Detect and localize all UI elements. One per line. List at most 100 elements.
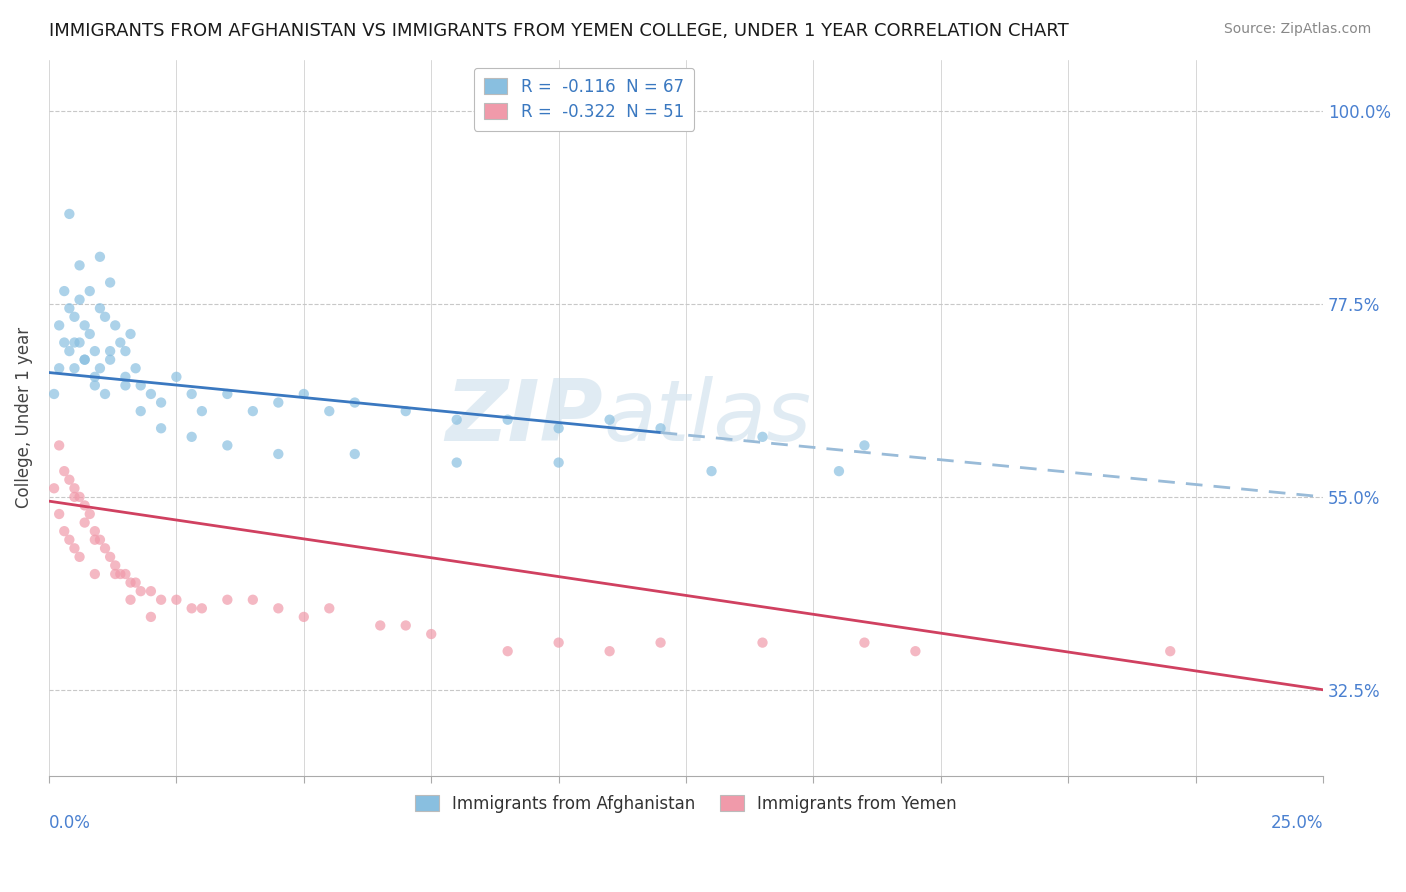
Point (42, 387, 65, 401)
Text: atlas: atlas (603, 376, 811, 459)
Point (292, 610, 315, 624)
Text: Source: ZipAtlas.com: Source: ZipAtlas.com (1223, 22, 1371, 37)
Point (114, 369, 136, 384)
Point (318, 601, 340, 615)
Point (83, 524, 105, 538)
Point (191, 404, 214, 418)
Point (58, 344, 80, 359)
Point (69, 549, 91, 564)
Point (58, 301, 80, 316)
Point (114, 378, 136, 392)
Point (89, 301, 111, 316)
Point (98, 549, 121, 564)
Point (599, 413, 621, 427)
Point (599, 644, 621, 658)
Point (420, 627, 443, 641)
Point (120, 592, 142, 607)
Point (89, 533, 111, 547)
Point (48, 361, 70, 376)
Point (1159, 644, 1181, 658)
Point (63, 541, 86, 556)
Point (292, 387, 315, 401)
Point (48, 438, 70, 452)
Point (139, 387, 162, 401)
Point (547, 456, 569, 470)
Point (98, 352, 121, 367)
Point (650, 421, 672, 435)
Point (139, 610, 162, 624)
Point (83, 369, 105, 384)
Point (267, 395, 290, 409)
Point (114, 567, 136, 582)
Point (217, 387, 239, 401)
Point (129, 378, 152, 392)
Point (191, 601, 214, 615)
Point (73, 352, 96, 367)
Point (129, 584, 152, 599)
Point (73, 516, 96, 530)
Point (828, 464, 851, 478)
Point (42, 481, 65, 495)
Text: 0.0%: 0.0% (49, 814, 91, 832)
Point (48, 507, 70, 521)
Text: IMMIGRANTS FROM AFGHANISTAN VS IMMIGRANTS FROM YEMEN COLLEGE, UNDER 1 YEAR CORRE: IMMIGRANTS FROM AFGHANISTAN VS IMMIGRANT… (49, 22, 1069, 40)
Point (496, 644, 519, 658)
Point (853, 438, 876, 452)
Point (165, 592, 187, 607)
Point (94, 387, 117, 401)
Point (89, 250, 111, 264)
Point (98, 344, 121, 359)
Point (79, 507, 101, 521)
Point (69, 490, 91, 504)
Point (217, 592, 239, 607)
Point (63, 490, 86, 504)
Point (83, 533, 105, 547)
Point (53, 464, 76, 478)
Text: 25.0%: 25.0% (1271, 814, 1323, 832)
Point (124, 575, 146, 590)
Point (267, 601, 290, 615)
Point (98, 276, 121, 290)
Point (242, 404, 264, 418)
Point (368, 618, 391, 632)
Point (343, 395, 366, 409)
Point (395, 404, 418, 418)
Point (58, 473, 80, 487)
Point (94, 310, 117, 324)
Point (69, 335, 91, 350)
Point (751, 635, 773, 649)
Point (139, 584, 162, 599)
Point (89, 361, 111, 376)
Point (343, 447, 366, 461)
Point (58, 533, 80, 547)
Point (496, 413, 519, 427)
Point (63, 481, 86, 495)
Point (69, 259, 91, 273)
Point (79, 326, 101, 341)
Point (180, 387, 202, 401)
Point (79, 284, 101, 298)
Point (853, 635, 876, 649)
Point (73, 499, 96, 513)
Point (547, 635, 569, 649)
Point (104, 318, 127, 333)
Legend: Immigrants from Afghanistan, Immigrants from Yemen: Immigrants from Afghanistan, Immigrants … (408, 786, 965, 821)
Point (180, 430, 202, 444)
Point (446, 413, 468, 427)
Point (73, 318, 96, 333)
Point (650, 635, 672, 649)
Point (217, 438, 239, 452)
Point (53, 284, 76, 298)
Point (120, 575, 142, 590)
Point (104, 567, 127, 582)
Point (751, 430, 773, 444)
Point (110, 335, 132, 350)
Point (83, 344, 105, 359)
Point (114, 344, 136, 359)
Point (150, 421, 173, 435)
Point (446, 456, 468, 470)
Point (904, 644, 927, 658)
Point (94, 541, 117, 556)
Point (242, 592, 264, 607)
Point (53, 335, 76, 350)
